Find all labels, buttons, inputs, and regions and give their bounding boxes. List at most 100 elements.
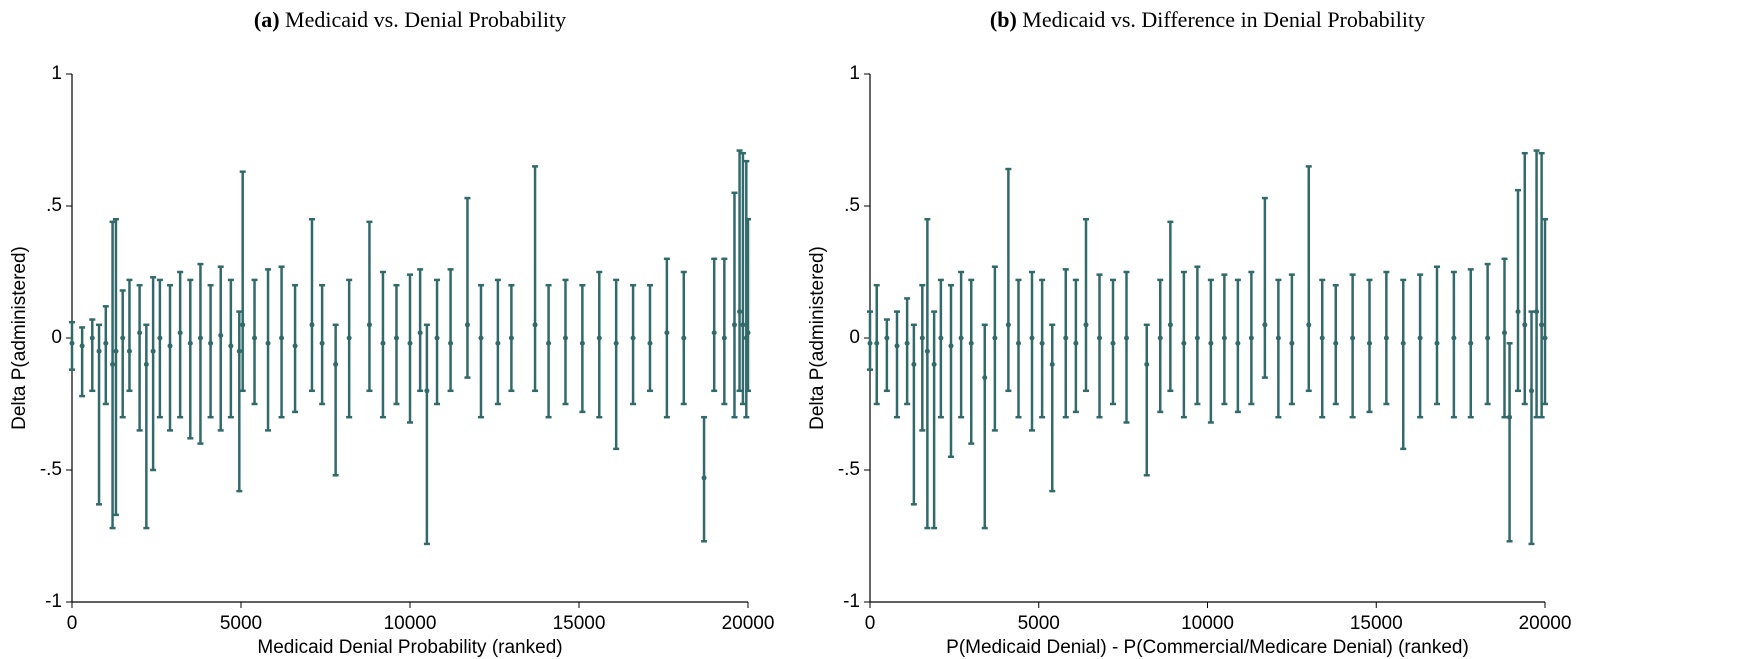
point	[1451, 335, 1457, 341]
y-tick-label: 1	[849, 63, 860, 84]
point	[167, 343, 173, 349]
point	[982, 375, 988, 381]
point	[1333, 340, 1339, 346]
point	[137, 330, 143, 336]
point	[938, 335, 944, 341]
point	[1468, 340, 1474, 346]
error-bar	[167, 283, 174, 432]
point	[1542, 335, 1548, 341]
x-tick-label: 20000	[722, 613, 775, 634]
point	[1522, 322, 1528, 328]
error-bar	[1207, 278, 1214, 424]
point	[711, 330, 717, 336]
point	[1083, 322, 1089, 328]
error-bar	[278, 265, 285, 419]
x-tick-label: 10000	[1181, 613, 1234, 634]
point	[1306, 322, 1312, 328]
point	[919, 335, 925, 341]
point	[1248, 335, 1254, 341]
point	[292, 343, 298, 349]
error-bar	[1538, 151, 1545, 419]
y-tick-label: 0	[849, 327, 860, 348]
error-bar	[119, 289, 126, 419]
point	[546, 340, 552, 346]
error-bar	[143, 323, 150, 530]
error-bar	[1123, 270, 1130, 424]
point	[613, 340, 619, 346]
error-bar	[236, 310, 243, 493]
x-axis-title: Medicaid Denial Probability (ranked)	[257, 637, 562, 658]
point	[745, 330, 751, 336]
point	[740, 322, 746, 328]
point	[1502, 330, 1507, 336]
point	[424, 388, 430, 394]
point	[874, 340, 880, 346]
error-bar	[1501, 257, 1508, 419]
point	[417, 330, 423, 336]
error-bar	[239, 170, 246, 393]
y-tick-label: .5	[844, 195, 860, 216]
point	[495, 340, 501, 346]
point	[721, 335, 727, 341]
point	[1073, 340, 1079, 346]
point	[579, 340, 585, 346]
error-bar	[721, 257, 728, 406]
error-bar	[579, 283, 586, 414]
point	[103, 340, 109, 346]
error-bar	[1434, 265, 1440, 406]
point	[1167, 322, 1173, 328]
error-bar	[1528, 310, 1535, 546]
point	[228, 343, 234, 349]
error-bar	[1305, 165, 1312, 393]
error-bar	[197, 262, 204, 445]
error-bar	[1366, 278, 1373, 414]
error-bar	[508, 283, 515, 393]
error-bar	[308, 217, 315, 393]
point	[1049, 361, 1055, 367]
point	[110, 361, 116, 367]
error-bar	[1275, 278, 1282, 419]
error-bar	[1167, 220, 1174, 393]
point	[1434, 340, 1440, 346]
error-bar	[646, 283, 653, 393]
error-bar	[494, 278, 501, 406]
panel-title: (a) Medicaid vs. Denial Probability	[254, 7, 566, 32]
error-bar	[1383, 270, 1390, 406]
point	[448, 340, 454, 346]
error-bar	[663, 257, 670, 419]
x-tick-label: 20000	[1519, 613, 1572, 634]
error-bar	[1450, 270, 1457, 419]
error-bar	[1039, 278, 1046, 419]
error-bar	[1072, 278, 1079, 414]
error-bar	[1005, 167, 1012, 393]
error-bar	[1029, 270, 1035, 432]
x-tick-label: 0	[865, 613, 876, 634]
error-bar	[958, 270, 965, 419]
error-bar	[1261, 196, 1268, 379]
error-bar	[968, 278, 975, 445]
point	[1194, 335, 1200, 341]
point	[884, 335, 890, 341]
error-bar	[112, 217, 119, 517]
error-bar	[1467, 268, 1474, 419]
point	[1157, 335, 1163, 341]
error-bar	[736, 149, 743, 393]
point	[1507, 414, 1513, 420]
error-bar	[1143, 323, 1150, 477]
point	[265, 340, 271, 346]
point	[867, 340, 873, 346]
point	[346, 335, 352, 341]
error-bar	[904, 297, 911, 406]
point	[319, 340, 325, 346]
point	[1383, 335, 1389, 341]
error-bar	[346, 278, 353, 419]
error-bar	[1521, 151, 1528, 406]
error-bar	[991, 265, 998, 432]
error-bar	[1506, 342, 1513, 543]
point	[647, 340, 653, 346]
error-bar	[1180, 270, 1187, 419]
y-tick-label: -.5	[40, 459, 62, 480]
error-bar	[393, 283, 400, 406]
